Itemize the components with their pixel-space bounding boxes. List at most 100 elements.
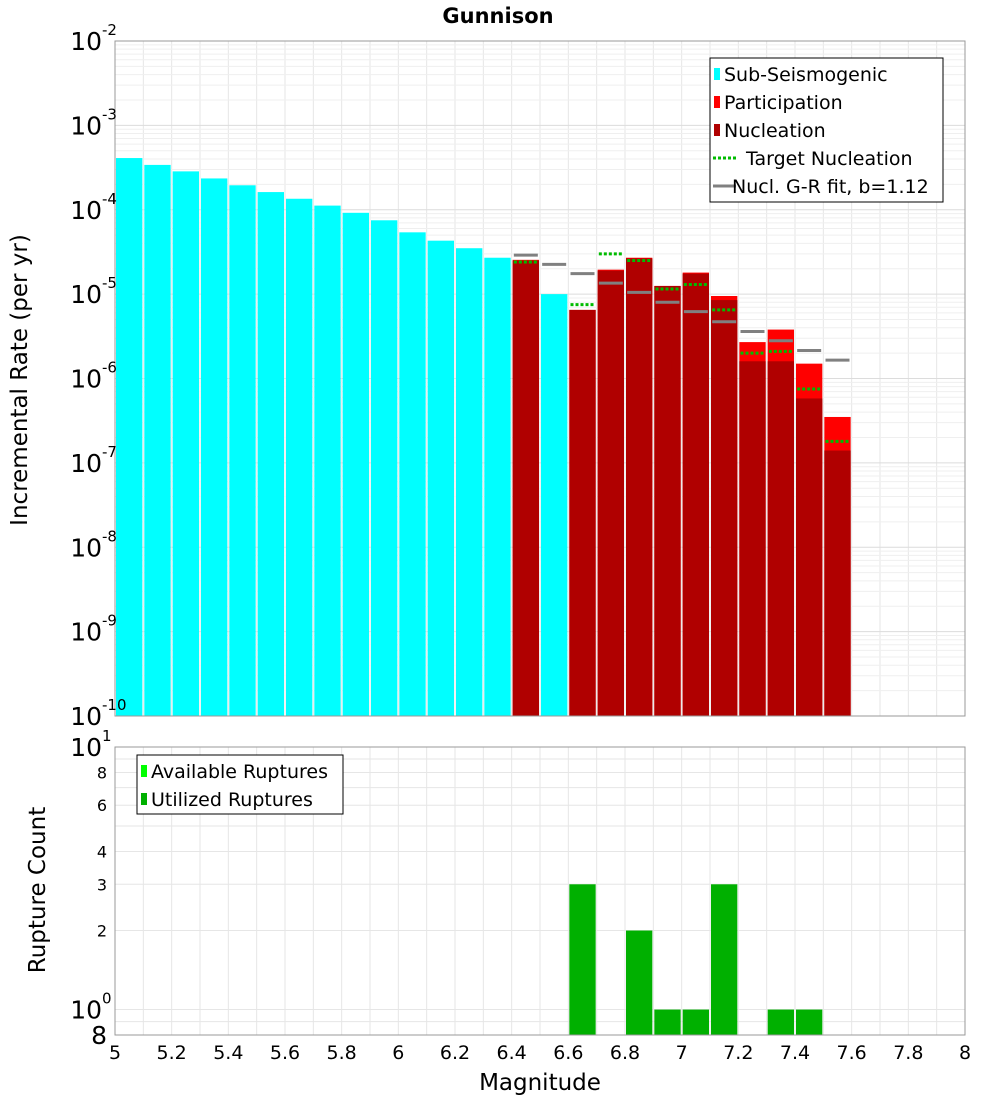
- sub-seismogenic-bar: [342, 212, 369, 716]
- rate-y-tick-exponent: -2: [102, 21, 117, 39]
- rate-y-tick-exponent: -3: [102, 105, 117, 123]
- sub-seismogenic-bar: [399, 232, 426, 716]
- x-tick-label: 6.2: [440, 1042, 470, 1064]
- utilized-ruptures-bar: [626, 930, 653, 1035]
- utilized-ruptures-bar: [711, 884, 738, 1035]
- target-nucleation-legend-label: Target Nucleation: [745, 148, 913, 170]
- rate-y-tick-base: 10: [70, 27, 102, 56]
- x-axis-label: Magnitude: [479, 1070, 601, 1096]
- rate-y-tick-exponent: -9: [102, 612, 117, 630]
- rate-y-tick-exponent: -7: [102, 443, 117, 461]
- available-ruptures-legend-swatch: [141, 765, 147, 777]
- participation-legend-swatch: [714, 96, 720, 108]
- rate-y-tick-exponent: -8: [102, 527, 117, 545]
- rupture-count-y-tick-base: 10: [70, 733, 102, 762]
- nucleation-bar: [569, 309, 596, 716]
- sub-seismogenic-bar: [541, 294, 568, 716]
- rate-y-tick-base: 10: [70, 365, 102, 394]
- rate-y-tick-label: 10 -2: [70, 21, 117, 56]
- rupture-count-y-tick-label: 6: [97, 796, 107, 815]
- sub-seismogenic-legend-swatch: [714, 68, 720, 80]
- chart-title: Gunnison: [442, 4, 553, 28]
- nucleation-bar: [654, 285, 681, 716]
- sub-seismogenic-bar: [229, 185, 256, 717]
- rate-y-axis-label: Incremental Rate (per yr): [7, 234, 33, 526]
- x-tick-label: 5.6: [270, 1042, 300, 1064]
- rate-plot-frame: [114, 40, 966, 717]
- utilized-ruptures-legend-label: Utilized Ruptures: [151, 789, 313, 811]
- nucleation-bar: [512, 260, 539, 716]
- available-ruptures-legend-label: Available Ruptures: [151, 761, 328, 783]
- sub-seismogenic-bar: [257, 192, 284, 717]
- utilized-ruptures-bar: [767, 1009, 794, 1035]
- x-tick-label: 6.4: [497, 1042, 527, 1064]
- rate-y-tick-base: 10: [70, 280, 102, 309]
- x-tick-label: 7.2: [723, 1042, 753, 1064]
- sub-seismogenic-bar: [456, 248, 483, 717]
- x-tick-label: 6.8: [610, 1042, 640, 1064]
- sub-seismogenic-bar: [172, 171, 199, 717]
- rate-y-tick-label: 10 -4: [70, 190, 117, 225]
- rupture-count-y-tick-label: 8: [91, 1021, 107, 1050]
- x-tick-label: 5.4: [213, 1042, 243, 1064]
- rate-y-tick-base: 10: [70, 449, 102, 478]
- sub-seismogenic-bar: [201, 178, 228, 716]
- rupture-count-plot-frame: [114, 746, 966, 1036]
- rate-y-tick-exponent: -5: [102, 274, 117, 292]
- x-tick-label: 5.8: [327, 1042, 357, 1064]
- rate-y-tick-label: 10 -8: [70, 527, 117, 562]
- sub-seismogenic-bar: [286, 198, 313, 717]
- participation-legend-label: Participation: [724, 92, 843, 114]
- x-tick-label: 7.4: [780, 1042, 810, 1064]
- rupture-count-y-tick-label: 2: [97, 922, 107, 941]
- rate-legend-box: [709, 57, 944, 203]
- rate-markers: [513, 252, 850, 443]
- x-tick-label: 7: [676, 1042, 688, 1064]
- sub-seismogenic-bar: [116, 158, 143, 716]
- rupture-count-legend-box: [136, 754, 344, 815]
- nucleation-bar: [682, 273, 709, 716]
- nucl-g-r-fit-b-1-12-legend-label: Nucl. G-R fit, b=1.12: [732, 176, 929, 198]
- rate-bars: [116, 158, 851, 717]
- rupture-count-y-tick-label: 10 0: [70, 990, 111, 1025]
- sub-seismogenic-bar: [484, 257, 511, 716]
- x-tick-label: 6: [392, 1042, 404, 1064]
- rate-y-tick-base: 10: [70, 533, 102, 562]
- utilized-ruptures-bar: [569, 884, 596, 1035]
- rupture-count-y-tick-exponent: 0: [102, 990, 112, 1008]
- utilized-ruptures-bar: [682, 1009, 709, 1035]
- sub-seismogenic-bar: [371, 220, 398, 717]
- sub-seismogenic-bar: [427, 240, 454, 717]
- nucleation-bar: [597, 270, 624, 716]
- nucleation-bar: [767, 361, 794, 716]
- sub-seismogenic-bar: [314, 205, 341, 716]
- rupture-count-y-tick-base: 10: [70, 996, 102, 1025]
- nucleation-bar: [796, 398, 823, 716]
- rate-legend: Sub-Seismogenic Participation Nucleation Ta…: [709, 57, 944, 203]
- rate-y-tick-exponent: -10: [102, 696, 127, 714]
- x-tick-label: 7.8: [893, 1042, 923, 1064]
- rate-y-tick-label: 10 -5: [70, 274, 117, 309]
- nucleation-bar: [626, 258, 653, 716]
- utilized-ruptures-legend-swatch: [141, 793, 147, 805]
- utilized-ruptures-bar: [796, 1009, 823, 1035]
- x-tick-label: 7.6: [837, 1042, 867, 1064]
- rate-y-tick-label: 10 -9: [70, 612, 117, 647]
- nucleation-bar: [824, 450, 851, 716]
- x-tick-label: 8: [959, 1042, 971, 1064]
- rate-y-tick-base: 10: [70, 618, 102, 647]
- rupture-count-legend: Available Ruptures Utilized Ruptures: [136, 754, 344, 815]
- nucleation-bar: [739, 361, 766, 716]
- x-tick-label: 5.2: [157, 1042, 187, 1064]
- rate-y-tick-base: 10: [70, 111, 102, 140]
- nucleation-legend-label: Nucleation: [724, 120, 826, 142]
- rate-y-tick-label: 10 -3: [70, 105, 117, 140]
- x-tick-labels: 5 5.2 5.4 5.6 5.8 6 6.2 6.4 6.6 6.8 7 7.2 7.4 7.6 7.8 8: [109, 1042, 971, 1064]
- x-tick-label: 6.6: [553, 1042, 583, 1064]
- nucleation-bar: [711, 300, 738, 716]
